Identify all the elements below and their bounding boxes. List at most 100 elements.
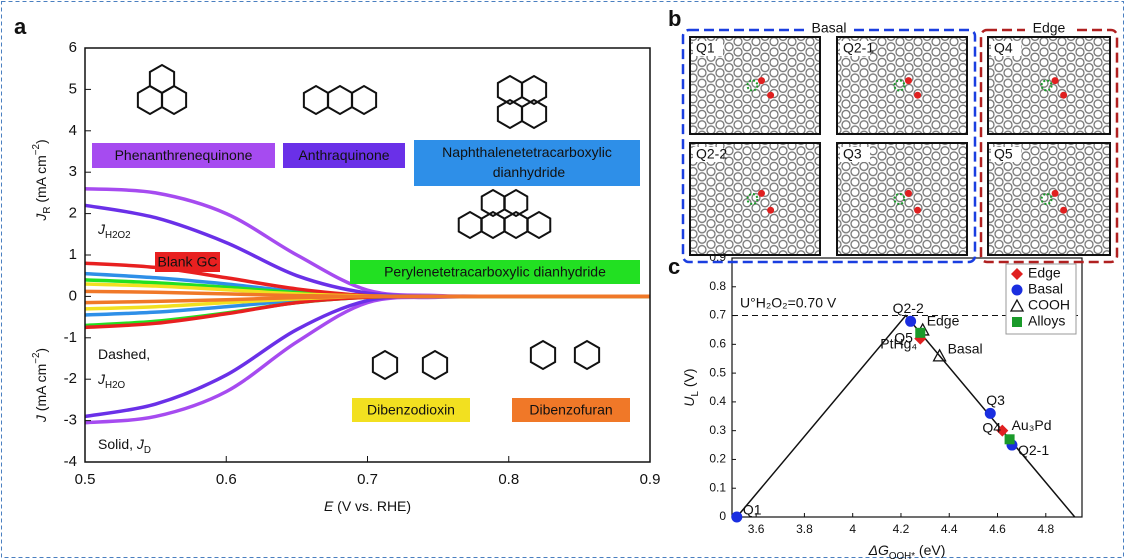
x-tick-label: 3.6 <box>748 522 765 536</box>
legend-marker <box>1012 317 1022 327</box>
x-tick-label: 4.2 <box>893 522 910 536</box>
y-axis-label-part: ) <box>33 348 49 353</box>
x-axis-label: ΔGOOH* (eV) <box>868 542 946 559</box>
legend-marker <box>1012 285 1023 296</box>
annotation-part: H2O2 <box>105 230 131 241</box>
annotation-part: D <box>144 445 151 456</box>
point-label: Edge <box>927 313 960 329</box>
molecule-ring <box>459 212 482 238</box>
point-label: Au₃Pd <box>1012 417 1052 433</box>
annotation-part: Solid, <box>98 436 137 452</box>
molecule-ring <box>423 351 447 379</box>
molecule-ring <box>373 351 397 379</box>
x-tick-label: 0.5 <box>75 471 96 488</box>
tile-label: Q3 <box>843 146 862 162</box>
y-axis-label-part: (mA cm <box>33 364 49 415</box>
molecule-ring <box>304 86 328 114</box>
series-label: Blank GC <box>158 254 218 270</box>
y-tick-label: 2 <box>69 205 77 222</box>
x-tick-label: 0.6 <box>216 471 237 488</box>
legend-label: Alloys <box>1028 313 1065 329</box>
data-point <box>1005 434 1015 444</box>
annotation-part: H2O <box>105 380 126 391</box>
y-tick-label: 0.1 <box>709 480 726 494</box>
molecule-ring <box>328 86 352 114</box>
oxygen-atom <box>1060 92 1067 99</box>
y-tick-label: -3 <box>64 412 77 429</box>
x-tick-label: 0.9 <box>640 471 661 488</box>
x-tick-label: 4 <box>849 522 856 536</box>
reference-label: U°H₂O₂=0.70 V <box>740 294 837 310</box>
y-tick-label: 0.6 <box>709 337 726 351</box>
legend-label: COOH <box>1028 297 1070 313</box>
oxygen-atom <box>914 207 921 214</box>
annotation: JH2O2 <box>97 221 131 241</box>
tile-label: Q2-1 <box>843 40 874 56</box>
annotation: Dashed, <box>98 346 150 362</box>
x-axis-label-part: ΔG <box>868 542 889 558</box>
y-tick-label: 4 <box>69 122 77 139</box>
group-title: Edge <box>1033 20 1066 36</box>
x-axis-label-part: (V vs. RHE) <box>333 498 411 514</box>
x-tick-label: 0.7 <box>357 471 378 488</box>
series-label: Anthraquinone <box>298 147 389 163</box>
molecule-ring <box>575 341 599 369</box>
group-title: Basal <box>811 20 846 36</box>
oxygen-atom <box>767 207 774 214</box>
data-point <box>731 512 742 523</box>
figure: aPhenanthrenequinoneAnthraquinoneNaphtha… <box>0 0 1126 559</box>
data-point <box>905 316 916 327</box>
oxygen-atom <box>905 190 912 197</box>
tile-label: Q2-2 <box>696 146 727 162</box>
y-axis-label: UL (V) <box>681 368 701 406</box>
oxygen-atom <box>1060 207 1067 214</box>
x-tick-label: 0.8 <box>498 471 519 488</box>
y-tick-label: 0.4 <box>709 394 726 408</box>
y-tick-label: 5 <box>69 80 77 97</box>
legend-label: Basal <box>1028 281 1063 297</box>
y-tick-label: 0.2 <box>709 452 726 466</box>
y-axis-label-part: R <box>42 207 53 214</box>
molecule-ring <box>352 86 376 114</box>
point-label: Basal <box>948 341 983 357</box>
series-label: Phenanthrenequinone <box>115 147 253 163</box>
y-axis-label-part: (mA cm <box>33 155 49 206</box>
oxygen-atom <box>1052 190 1059 197</box>
y-tick-label: 0.8 <box>709 279 726 293</box>
x-tick-label: 4.8 <box>1037 522 1054 536</box>
y-tick-label: 0.7 <box>709 308 726 322</box>
molecule-ring <box>528 212 551 238</box>
x-axis-label-part: (eV) <box>915 542 945 558</box>
oxygen-atom <box>914 92 921 99</box>
legend-label: Edge <box>1028 265 1061 281</box>
y-axis-label-part: (V) <box>681 368 697 391</box>
x-tick-label: 4.4 <box>941 522 958 536</box>
tile-label: Q4 <box>994 40 1013 56</box>
annotation: Solid, JD <box>98 436 151 456</box>
y-axis-label: J (mA cm−2) <box>31 348 49 423</box>
y-tick-label: -1 <box>64 329 77 346</box>
y-tick-label: 0.3 <box>709 423 726 437</box>
point-label: Q2-1 <box>1018 442 1049 458</box>
y-tick-label: 0 <box>69 287 77 304</box>
molecule-ring <box>531 341 555 369</box>
x-tick-label: 4.6 <box>989 522 1006 536</box>
tile-label: Q5 <box>994 146 1013 162</box>
point-label: Q1 <box>743 502 762 518</box>
oxygen-atom <box>767 92 774 99</box>
point-label: Q4 <box>982 419 1001 435</box>
y-tick-label: -2 <box>64 370 77 387</box>
y-axis-label: JR (mA cm−2) <box>31 139 53 221</box>
series-label: Dibenzofuran <box>529 402 612 418</box>
tile-label: Q1 <box>696 40 715 56</box>
oxygen-atom <box>905 77 912 84</box>
y-tick-label: 0 <box>719 509 726 523</box>
series-label: Perylenetetracarboxylic dianhydride <box>384 264 606 280</box>
point-label: Q3 <box>986 392 1005 408</box>
oxygen-atom <box>1052 77 1059 84</box>
page: {"chart_data": [ {"type": "line", "panel… <box>0 0 1126 559</box>
series-label: Dibenzodioxin <box>367 402 455 418</box>
oxygen-atom <box>758 77 765 84</box>
molecule-ring <box>150 65 174 93</box>
panel-label: c <box>668 254 680 279</box>
